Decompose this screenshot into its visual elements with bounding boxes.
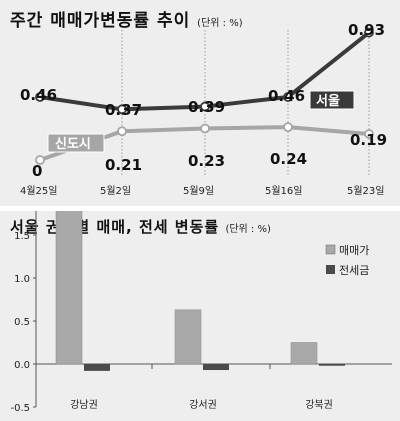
jeonse-bar: [319, 364, 345, 366]
line-chart-title-text: 주간 매매가변동률 추이: [10, 11, 191, 31]
sindo-series-label: 신도시: [55, 137, 91, 152]
jeonse-bar: [203, 364, 229, 371]
x-category-label: 강남권: [70, 399, 98, 411]
line-chart-unit: (단위 : %): [197, 18, 243, 29]
weekly-change-panel: 주간 매매가변동률 추이 (단위 : %) 0.46 0.37 0.39 0.46 0.…: [0, 0, 400, 206]
sindo-point: [364, 129, 374, 139]
seoul-tag-bg: [309, 90, 355, 110]
x-tick-label: 5월16일: [265, 185, 303, 197]
sindo-point: [283, 122, 293, 133]
sindo-value-label: 0.21: [105, 156, 142, 174]
seoul-point: [200, 101, 210, 112]
x-tick-label: 5월23일: [347, 185, 385, 197]
line-chart-title: 주간 매매가변동률 추이 (단위 : %): [10, 6, 243, 31]
seoul-value-label: 0.46: [20, 86, 57, 104]
sale-price-bar: [174, 309, 202, 365]
district-change-panel: 서울 권역별 매매, 전세 변동률 (단위 : %) 21.51.00.50.0…: [0, 211, 400, 421]
x-category-label: 강서권: [189, 399, 217, 411]
legend-label-sale: 매매가: [339, 244, 369, 257]
sindo-value-label: 0: [32, 162, 42, 180]
seoul-value-label: 0.39: [188, 98, 225, 116]
jeonse-bar: [84, 364, 110, 371]
sale-price-bar: [55, 211, 83, 365]
seoul-value-label: 0.93: [348, 21, 385, 39]
sindo-value-label: 0.23: [188, 152, 225, 170]
bar-chart-unit: (단위 : %): [225, 224, 271, 235]
y-tick-label: 0.5: [14, 317, 30, 328]
seoul-value-label: 0.46: [268, 87, 305, 105]
sindo-value-label: 0.24: [270, 150, 307, 168]
legend-label-jeonse: 전세금: [339, 264, 369, 277]
legend-swatch-sale: [325, 244, 336, 255]
seoul-point: [364, 27, 374, 38]
sindo-point: [200, 123, 210, 134]
panel-divider: [0, 206, 400, 211]
sindo-point: [117, 126, 127, 137]
seoul-series-label: 서울: [316, 93, 340, 109]
legend-swatch-jeonse: [326, 265, 335, 274]
y-tick-label: 1.0: [14, 274, 30, 285]
line-chart: 0.46 0.37 0.39 0.46 0.93 0 0.21 0.23 0.24 0.19 4월2…: [20, 21, 387, 197]
seoul-point: [117, 104, 127, 115]
seoul-point: [283, 92, 293, 102]
y-tick-label: 0.0: [14, 360, 30, 371]
sale-price-bar: [290, 342, 318, 365]
sindo-point: [35, 155, 45, 165]
x-category-label: 강북권: [305, 399, 333, 411]
seoul-point: [35, 92, 45, 102]
y-tick-label: -0.5: [10, 403, 30, 414]
x-tick-label: 5월2일: [100, 185, 131, 197]
sindo-tag-bg: [47, 133, 105, 153]
x-tick-label: 5월9일: [183, 185, 214, 197]
x-tick-label: 4월25일: [20, 185, 58, 197]
sindo-value-label: 0.19: [350, 131, 387, 149]
seoul-value-label: 0.37: [105, 101, 142, 119]
y-tick-label: 1.5: [14, 231, 30, 242]
